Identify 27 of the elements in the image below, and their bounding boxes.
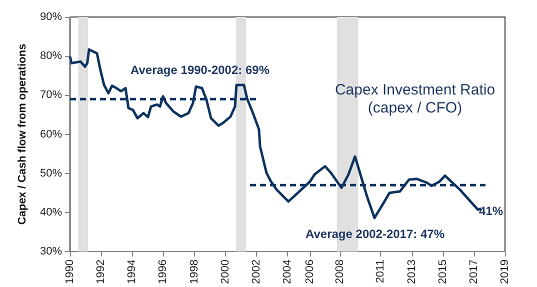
x-tick-label: 2019 xyxy=(499,260,511,284)
y-tick-label: 70% xyxy=(40,89,62,102)
y-tick-label: 80% xyxy=(40,50,62,62)
y-tick-label: 40% xyxy=(40,206,62,218)
annotation: Average 2002-2017: 47% xyxy=(306,227,445,241)
x-tick-label: 2013 xyxy=(406,260,418,284)
y-tick-label: 60% xyxy=(40,128,62,140)
x-tick-label: 2006 xyxy=(304,260,316,284)
x-tick-label: 1996 xyxy=(157,260,170,284)
x-tick-label: 2000 xyxy=(219,260,232,284)
annotation: Average 1990-2002: 69% xyxy=(130,63,270,77)
x-tick-label: 2011 xyxy=(374,260,387,284)
x-tick-label: 1994 xyxy=(126,260,138,284)
annotation: 41% xyxy=(478,204,504,218)
y-axis-title: Capex / Cash flow from operations xyxy=(16,44,28,225)
x-tick-label: 2008 xyxy=(334,260,346,284)
y-tick-label: 50% xyxy=(40,167,62,180)
x-tick-label: 2004 xyxy=(282,260,294,284)
x-tick-label: 2015 xyxy=(436,260,449,284)
x-tick-label: 1998 xyxy=(188,260,200,284)
y-tick-label: 90% xyxy=(40,11,62,23)
x-tick-label: 1990 xyxy=(64,260,76,284)
x-tick-label: 2002 xyxy=(250,260,262,284)
x-tick-label: 2017 xyxy=(468,260,480,284)
text: Capex Investment Ratio (capex / CFO) xyxy=(334,82,496,116)
y-tick-label: 30% xyxy=(40,246,62,258)
x-tick-label: 1992 xyxy=(95,260,108,284)
